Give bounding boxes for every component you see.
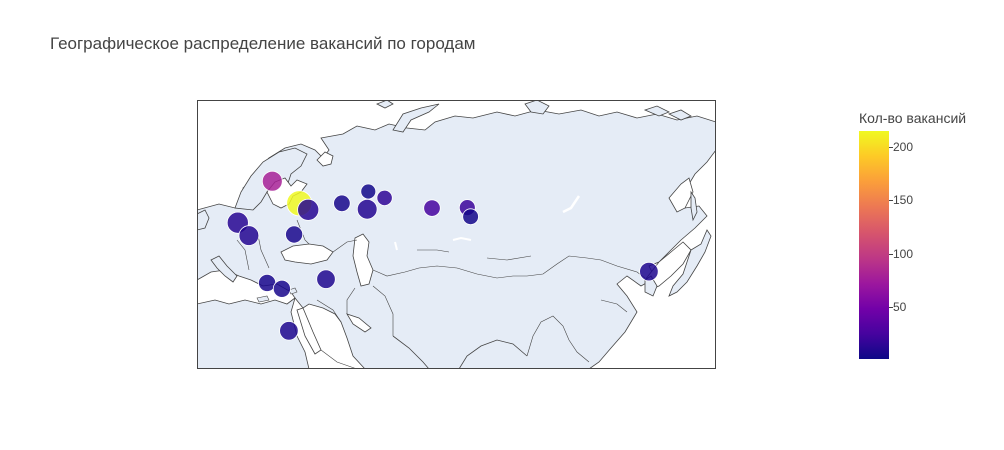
vacancy-marker[interactable] [333, 194, 351, 213]
japan [668, 229, 712, 297]
arabian-peninsula [320, 349, 358, 369]
vacancy-marker[interactable] [376, 189, 393, 207]
caspian-sea [352, 233, 374, 287]
vacancy-marker[interactable] [423, 199, 441, 217]
white-sea [316, 151, 334, 167]
great-britain [197, 209, 210, 231]
vacancy-marker[interactable] [272, 279, 291, 298]
italy [210, 255, 238, 283]
franz-josef-land [376, 100, 394, 109]
vacancy-marker[interactable] [360, 183, 377, 200]
geo-map[interactable] [197, 100, 716, 369]
new-siberian-islands [643, 105, 670, 117]
sea-of-okhotsk [668, 177, 694, 213]
colorbar-tick-label: 200 [888, 139, 914, 154]
colorbar-title: Кол-во вакансий [859, 110, 967, 126]
vacancy-marker[interactable] [238, 225, 260, 246]
country-borders [236, 219, 646, 363]
vacancy-marker[interactable] [285, 225, 304, 244]
vacancy-marker[interactable] [316, 269, 336, 289]
cyprus [288, 287, 298, 295]
vacancy-marker[interactable] [261, 170, 283, 192]
colorbar-tick-label: 150 [888, 193, 914, 208]
black-sea [280, 243, 334, 265]
vacancy-marker[interactable] [639, 261, 659, 282]
vacancy-marker[interactable] [279, 321, 299, 341]
colorbar-tick-label: 100 [888, 246, 914, 261]
map-svg [197, 100, 716, 369]
vacancy-markers[interactable] [226, 170, 659, 341]
vacancy-marker[interactable] [356, 198, 378, 220]
sakhalin [690, 190, 698, 222]
baikal-lake [562, 195, 581, 214]
colorbar [859, 131, 889, 359]
vacancy-marker[interactable] [462, 208, 479, 225]
india-coast [392, 335, 430, 369]
bay-of-bengal [458, 339, 528, 369]
aral-sea [394, 241, 398, 251]
crete [256, 295, 270, 303]
colorbar-tick-label: 50 [888, 299, 907, 314]
new-siberian-islands-2 [667, 109, 692, 121]
vacancy-marker[interactable] [297, 198, 320, 221]
persian-gulf [346, 313, 372, 333]
map-border [197, 100, 716, 369]
chart-title: Географическое распределение вакансий по… [50, 34, 476, 53]
novaya-zemlya [392, 103, 440, 133]
balkhash-lake [452, 236, 472, 241]
